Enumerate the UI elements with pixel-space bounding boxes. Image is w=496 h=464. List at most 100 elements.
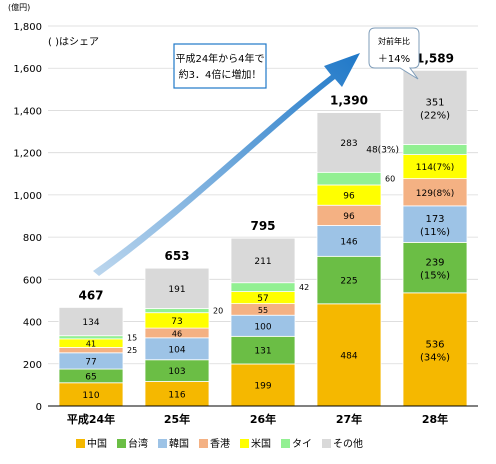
y-tick-label: 200 xyxy=(23,360,42,371)
bar-segment xyxy=(144,308,210,314)
data-label: 60 xyxy=(385,175,395,184)
data-label: 41 xyxy=(86,340,96,349)
share-label: (34%) xyxy=(420,352,450,363)
data-label: 46 xyxy=(172,329,182,338)
legend-swatch xyxy=(199,439,208,448)
y-tick-label: 1,000 xyxy=(13,191,42,202)
growth-text-1: 平成24年から4年で xyxy=(175,52,264,65)
y-axis: 0 200 400 600 800 1,000 1,200 1,400 1,600 1,800 xyxy=(13,22,42,413)
legend-label: 米国 xyxy=(251,437,271,450)
data-label: 191 xyxy=(168,285,185,295)
legend: 中国 台湾 韓国 香港 米国 タイ その他 xyxy=(76,437,363,450)
data-label: 110 xyxy=(82,391,99,401)
data-label: 211 xyxy=(254,257,271,267)
data-label: 173 xyxy=(425,214,444,225)
total-label: 653 xyxy=(164,249,189,263)
legend-swatch xyxy=(117,439,126,448)
data-label: 48(3%) xyxy=(366,146,399,156)
data-label: 96 xyxy=(343,192,355,202)
y-tick-label: 1,600 xyxy=(13,64,42,75)
bar-segment xyxy=(316,171,382,186)
x-tick-label: 平成24年 xyxy=(67,412,115,426)
growth-callout-box xyxy=(173,43,267,89)
yoy-label: 対前年比 xyxy=(378,36,410,46)
data-label: 484 xyxy=(340,351,357,361)
growth-arrow-shape xyxy=(93,53,360,276)
unit-label: (億円) xyxy=(8,2,30,12)
bar-segment xyxy=(402,69,468,145)
data-label: 351 xyxy=(425,97,444,108)
data-label: 131 xyxy=(254,347,271,357)
bar-segment xyxy=(58,307,124,337)
x-tick-label: 26年 xyxy=(250,412,276,426)
x-axis: 平成24年 25年 26年 27年 28年 xyxy=(67,412,448,426)
share-label: (15%) xyxy=(420,271,450,282)
data-label: 146 xyxy=(340,237,357,247)
bar-segment xyxy=(402,144,468,155)
data-label: 57 xyxy=(257,294,268,304)
bar-segment xyxy=(402,178,468,207)
bar-segment xyxy=(402,205,468,243)
x-tick-label: 28年 xyxy=(422,412,448,426)
data-label: 20 xyxy=(213,307,223,316)
data-label: 42 xyxy=(299,283,309,292)
bar-segment xyxy=(58,335,124,340)
growth-text-2: 約3．4倍に増加！ xyxy=(179,68,262,81)
data-label: 25 xyxy=(127,346,137,355)
legend-swatch xyxy=(76,439,85,448)
total-label: 1,390 xyxy=(330,94,368,108)
y-tick-label: 0 xyxy=(36,402,42,413)
bar-segment xyxy=(402,241,468,294)
data-label: 536 xyxy=(425,339,444,350)
y-tick-label: 600 xyxy=(23,275,42,286)
bar-segment xyxy=(316,112,382,173)
yoy-value: ＋14% xyxy=(378,54,410,65)
data-label: 103 xyxy=(168,367,185,377)
data-label: 134 xyxy=(82,318,99,328)
legend-swatch xyxy=(322,439,331,448)
data-label: 77 xyxy=(85,357,96,367)
data-label: 283 xyxy=(340,139,357,149)
legend-label: タイ xyxy=(292,438,312,450)
data-label: 225 xyxy=(340,277,357,287)
yoy-callout-bubble xyxy=(368,27,420,80)
growth-arrow xyxy=(93,53,360,276)
y-tick-label: 800 xyxy=(23,233,42,244)
legend-swatch xyxy=(281,439,290,448)
data-label: 96 xyxy=(343,212,355,222)
legend-swatch xyxy=(158,439,167,448)
data-label: 116 xyxy=(168,390,185,400)
legend-swatch xyxy=(240,439,249,448)
bar-segment xyxy=(230,282,296,292)
y-tick-label: 1,200 xyxy=(13,149,42,160)
share-label: (22%) xyxy=(420,110,450,121)
data-label: 114(7%) xyxy=(416,163,454,173)
growth-callout: 平成24年から4年で 約3．4倍に増加！ xyxy=(173,43,267,89)
legend-label: その他 xyxy=(333,437,363,450)
x-tick-label: 27年 xyxy=(336,412,362,426)
data-label: 104 xyxy=(168,345,185,355)
total-label: 467 xyxy=(78,288,103,302)
bar-segment xyxy=(316,303,382,407)
total-label: 1,589 xyxy=(416,52,454,66)
bar-segment xyxy=(230,363,296,407)
legend-label: 香港 xyxy=(210,438,230,450)
bar-segment xyxy=(316,255,382,305)
share-label: (11%) xyxy=(420,227,450,238)
legend-label: 中国 xyxy=(87,437,107,450)
legend-label: 韓国 xyxy=(169,438,189,450)
data-label: 239 xyxy=(425,258,444,269)
bar-segment xyxy=(402,292,468,407)
bar-segment xyxy=(402,154,468,180)
data-label: 55 xyxy=(258,306,268,315)
y-tick-label: 1,400 xyxy=(13,106,42,117)
y-tick-label: 1,800 xyxy=(13,22,42,33)
bar-segment xyxy=(144,267,210,309)
bar-segment xyxy=(316,225,382,257)
legend-label: 台湾 xyxy=(128,437,148,450)
data-label: 199 xyxy=(254,381,271,391)
data-label: 100 xyxy=(254,322,271,332)
data-label: 65 xyxy=(85,372,96,382)
data-label: 73 xyxy=(171,317,182,327)
